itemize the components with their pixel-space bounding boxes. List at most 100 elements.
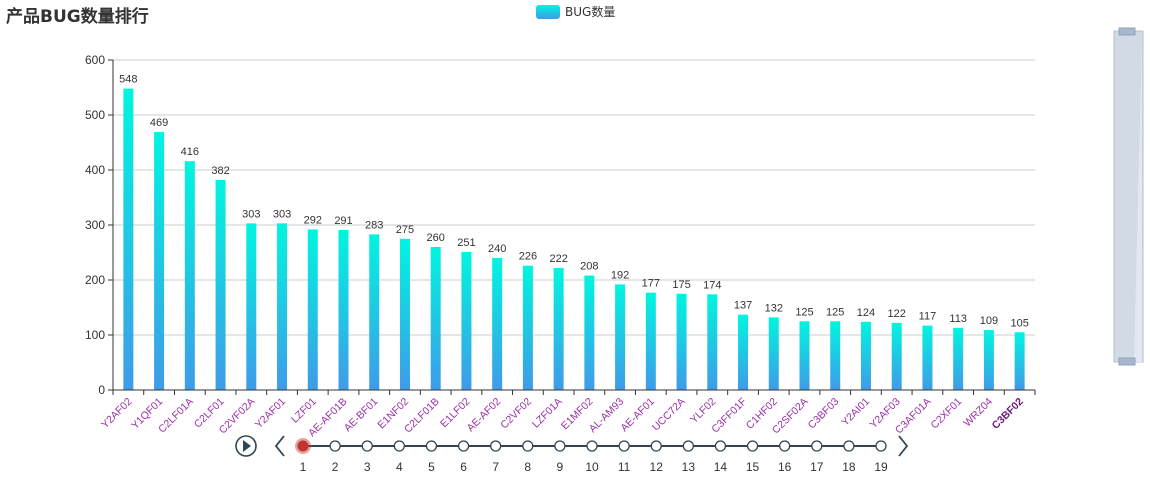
bar-c2vf02[interactable] [522,265,533,390]
data-label: 177 [642,278,660,290]
data-zoom-handle-bottom[interactable] [1118,357,1136,366]
timeline-label: 11 [618,460,631,474]
timeline-point[interactable] [618,440,630,452]
data-label: 251 [457,237,475,249]
timeline-point[interactable] [586,440,598,452]
timeline-label: 8 [524,460,531,474]
bar-c2lf01b[interactable] [430,247,441,390]
play-icon-ring[interactable] [235,435,257,457]
data-zoom-preview [1128,40,1142,362]
data-label: 113 [949,313,967,325]
timeline-point[interactable] [650,440,662,452]
bar-e1lf02[interactable] [461,251,472,390]
timeline-point[interactable] [329,440,341,452]
data-label: 240 [488,243,506,255]
timeline-label: 18 [842,460,856,474]
y-tick-label: 500 [85,108,105,122]
bar-c2lf01a[interactable] [184,161,195,390]
bar-y2ai01[interactable] [860,321,871,390]
bar-al-am93[interactable] [615,284,626,390]
timeline-label: 14 [714,460,728,474]
bar-ucc72a[interactable] [676,293,687,390]
bar-c3bf03[interactable] [830,321,841,390]
timeline-point[interactable] [779,440,791,452]
bar-y2af01[interactable] [277,223,288,390]
bar-wrz04[interactable] [983,330,994,390]
timeline-next-button[interactable] [898,435,909,457]
timeline-label: 19 [874,460,888,474]
bar-ae-bf01[interactable] [369,234,380,390]
data-label: 548 [119,74,137,86]
bar-lzf01[interactable] [307,229,318,390]
data-label: 109 [980,315,998,327]
legend[interactable]: BUG数量 [536,4,615,19]
timeline-label: 5 [428,460,435,474]
bar-c1hf02[interactable] [768,317,779,390]
bar-c2lf01[interactable] [215,179,226,390]
timeline-point[interactable] [811,440,823,452]
data-zoom-handle-top[interactable] [1118,27,1136,36]
y-tick-label: 0 [98,383,105,397]
bar-c3bf02[interactable] [1014,332,1025,390]
bar-c2vf02a[interactable] [246,223,257,390]
timeline-label: 7 [492,460,499,474]
timeline-point[interactable] [746,440,759,452]
legend-swatch[interactable] [536,5,560,19]
data-zoom-slider[interactable] [1113,27,1144,366]
y-tick-label: 200 [85,273,105,287]
x-tick-label: Y2AF01 [253,396,288,431]
timeline-label: 6 [460,460,467,474]
data-label: 208 [580,261,598,273]
timeline-label: 17 [810,460,824,474]
bar-ae-af01b[interactable] [338,229,349,390]
timeline-label: 2 [332,460,339,474]
timeline-point[interactable] [554,440,566,452]
timeline-point[interactable] [714,440,727,452]
bar-c3af01a[interactable] [922,325,933,390]
timeline-point[interactable] [490,440,502,452]
data-label: 125 [826,306,844,318]
bar-e1mf02[interactable] [584,275,595,390]
data-label: 175 [672,279,690,291]
timeline-point[interactable] [393,440,405,452]
bar-ae-af01[interactable] [645,292,656,390]
timeline-point[interactable] [457,440,470,452]
bar-c2sf02a[interactable] [799,321,810,390]
timeline-point[interactable] [875,440,887,452]
timeline-label: 10 [585,460,599,474]
bars[interactable] [123,88,1025,391]
play-icon[interactable] [243,440,251,452]
timeline-label: 12 [650,460,664,474]
timeline-point[interactable] [682,440,694,452]
legend-label-bug-count[interactable]: BUG数量 [565,4,615,19]
data-label: 122 [888,308,906,320]
x-tick-label: C3BF03 [806,396,842,432]
data-label: 117 [919,311,937,323]
timeline[interactable]: 1 2 3 4 5 6 7 8 9 10 11 12 13 14 15 16 17 18 19 [235,435,909,474]
timeline-point[interactable] [843,440,855,452]
timeline-point-active[interactable] [297,440,309,452]
timeline-point[interactable] [425,440,438,452]
timeline-point[interactable] [522,440,534,452]
bar-y2af02[interactable] [123,88,134,390]
timeline-label: 13 [682,460,696,474]
bar-ylf02[interactable] [707,294,718,390]
data-label: 292 [304,214,322,226]
bar-c3ff01f[interactable] [738,314,749,390]
bar-lzf01a[interactable] [553,267,564,390]
timeline-points[interactable]: 1 2 3 4 5 6 7 8 9 10 11 12 13 14 15 16 17 18 19 [295,438,888,474]
timeline-prev-button[interactable] [274,435,285,457]
y-tick-label: 400 [85,163,105,177]
bar-c2xf01[interactable] [953,327,964,390]
data-label: 124 [857,307,875,319]
bar-y1qf01[interactable] [154,132,165,391]
data-label: 192 [611,269,629,281]
bar-ae-af02[interactable] [492,258,503,390]
timeline-point[interactable] [361,440,373,452]
data-label: 105 [1010,317,1028,329]
bar-y2af03[interactable] [891,322,902,390]
timeline-label: 16 [778,460,792,474]
bar-e1nf02[interactable] [399,238,410,390]
play-button[interactable] [235,435,257,457]
